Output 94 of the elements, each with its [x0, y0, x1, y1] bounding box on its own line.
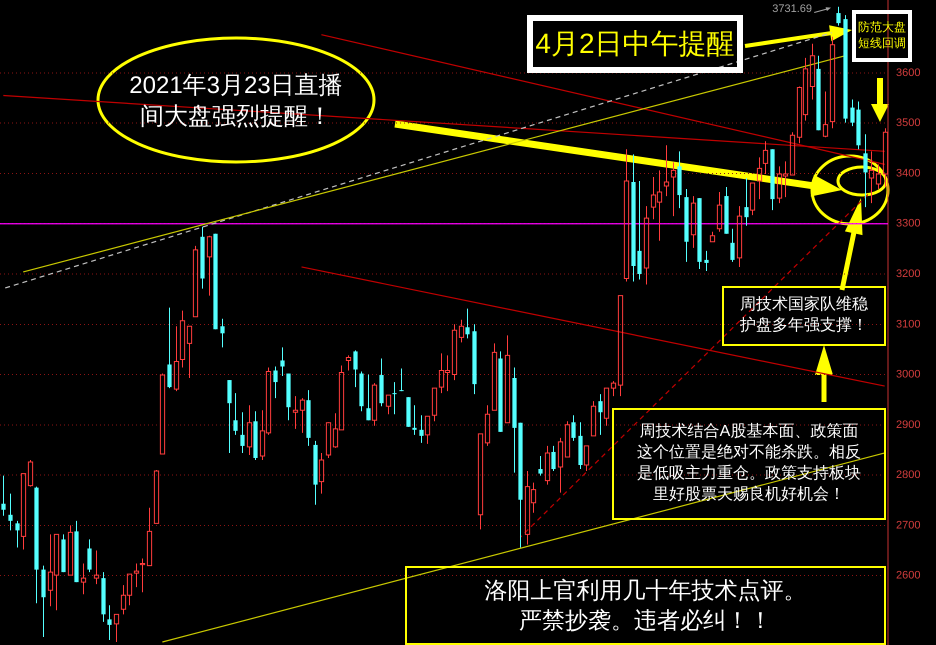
candlestick [220, 318, 225, 348]
candlestick [180, 310, 186, 368]
candlestick [690, 196, 696, 248]
y-tick-label: 3300 [896, 218, 920, 230]
candlestick [730, 228, 735, 262]
candlestick [876, 164, 882, 190]
candlestick [167, 307, 172, 389]
candlestick [478, 433, 484, 530]
candlestick [8, 493, 13, 531]
candlestick [618, 295, 624, 397]
candlestick [292, 396, 298, 430]
candlestick [810, 43, 816, 100]
candlestick [87, 538, 92, 573]
candlestick [419, 414, 424, 444]
candlestick [704, 250, 709, 272]
candlestick [458, 319, 464, 343]
y-tick-label: 3600 [896, 66, 920, 79]
candlestick [762, 140, 768, 174]
candlestick [246, 404, 252, 456]
y-tick-label: 2700 [896, 519, 920, 532]
candlestick [744, 177, 749, 226]
y-tick-label: 2800 [896, 469, 920, 482]
candlestick [134, 563, 140, 588]
candlestick [836, 6, 841, 26]
annotation: 周技术国家队维稳护盘多年强支撑！ [722, 286, 886, 346]
candlestick [598, 394, 603, 436]
annotation: 4月2日中午提醒 [527, 15, 743, 73]
candlestick [624, 148, 630, 282]
candlestick [107, 604, 112, 640]
candlestick [604, 388, 610, 426]
candlestick [346, 354, 352, 372]
candlestick [716, 192, 722, 232]
candlestick [174, 326, 180, 392]
candlestick [538, 455, 543, 476]
candlestick [492, 342, 498, 411]
candlestick [868, 150, 874, 204]
candlestick [386, 394, 392, 415]
candlestick [1, 475, 6, 516]
candlestick [399, 368, 404, 392]
candlestick [432, 388, 438, 422]
candlestick [637, 180, 642, 280]
candlestick [424, 416, 430, 444]
candlestick [300, 398, 306, 434]
candlestick [94, 550, 100, 585]
candlestick [114, 614, 120, 642]
candlestick [318, 452, 324, 494]
candlestick [558, 437, 564, 494]
candlestick [756, 156, 762, 200]
candlestick [392, 382, 397, 415]
candlestick [610, 380, 616, 397]
candlestick [186, 326, 192, 379]
y-tick-label: 2900 [896, 418, 920, 431]
candlestick [750, 182, 756, 216]
candlestick [273, 366, 278, 399]
candlestick [484, 404, 490, 446]
y-tick-label: 3100 [896, 318, 920, 330]
y-tick-label: 3000 [896, 368, 920, 381]
candlestick [280, 346, 285, 377]
candlestick [664, 144, 670, 197]
candlestick [584, 445, 590, 472]
candlestick [68, 524, 74, 576]
candlestick [452, 324, 458, 381]
candlestick [736, 206, 742, 268]
annotation: 3731.69 [771, 2, 812, 16]
candlestick [850, 99, 855, 127]
candlestick [353, 350, 358, 388]
candlestick [590, 400, 596, 436]
candlestick [504, 334, 510, 424]
candlestick [412, 404, 417, 436]
y-tick-label: 2600 [896, 570, 920, 582]
candlestick [227, 380, 232, 454]
candlestick [240, 412, 245, 454]
candlestick [644, 206, 650, 286]
candlestick [15, 520, 20, 548]
candlestick [233, 392, 238, 436]
y-tick-label: 3200 [896, 268, 920, 280]
y-tick-label: 3500 [896, 117, 920, 130]
candlestick [544, 445, 550, 486]
candlestick [366, 374, 371, 421]
candlestick [465, 308, 470, 339]
candlestick [830, 36, 836, 129]
candlestick [670, 162, 676, 217]
candlestick [20, 473, 26, 550]
candlestick [863, 134, 868, 208]
candlestick [146, 507, 152, 566]
candlestick [882, 128, 888, 188]
candlestick [140, 558, 146, 593]
candlestick [551, 445, 556, 472]
candlestick [571, 414, 576, 442]
candlestick [80, 563, 86, 595]
annotation: 洛阳上官利用几十年技术点评。严禁抄袭。违者必纠！！ [405, 566, 886, 645]
candlestick [822, 90, 828, 138]
y-tick-label: 3400 [896, 167, 920, 180]
candlestick [206, 235, 212, 296]
